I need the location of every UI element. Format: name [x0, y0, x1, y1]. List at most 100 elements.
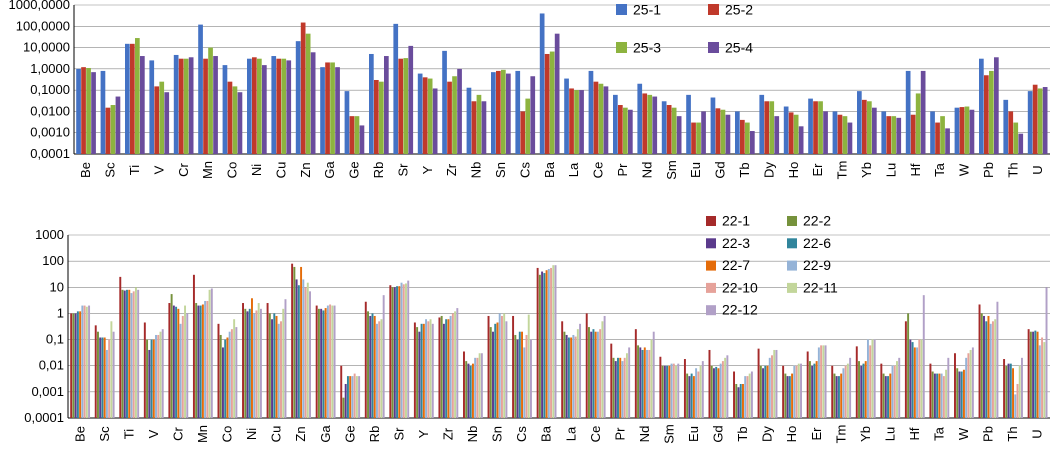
y-tick-label: 0,0100 [30, 103, 70, 118]
bar-25-2-Sn [496, 70, 501, 154]
bar-22-12-Hf [922, 295, 925, 418]
bar-25-1-V [149, 60, 155, 154]
bar-25-4-U [1042, 87, 1048, 154]
bar-22-12-Ce [603, 315, 606, 418]
bar-25-2-Sc [105, 107, 111, 154]
bar-22-11-W [969, 349, 972, 418]
bar-22-1-La [561, 321, 564, 418]
x-tick-label: Y [420, 165, 435, 174]
bar-22-6-Eu [690, 373, 693, 418]
bar-22-7-Pb [987, 315, 990, 418]
bar-22-7-Gd [717, 368, 720, 418]
bar-22-7-Yb [864, 361, 867, 418]
bar-25-2-Dy [764, 101, 770, 154]
bar-25-2-Be [81, 67, 86, 154]
bar-22-10-Y [427, 321, 430, 418]
bar-22-1-Sc [94, 325, 97, 418]
bar-25-3-U [1037, 88, 1043, 154]
bar-22-3-Co [221, 347, 224, 418]
bar-25-4-Ni [262, 65, 267, 154]
bar-22-12-Ti [137, 289, 140, 418]
x-tick-label: W [957, 163, 972, 176]
bar-22-10-Cr [181, 315, 184, 418]
bar-25-3-Pb [989, 70, 994, 154]
bar-22-3-V [148, 349, 151, 418]
bar-25-2-Nb [471, 101, 477, 154]
legend-item-25-2: 25-2 [708, 2, 753, 18]
legend-item-22-11: 22-11 [787, 279, 838, 295]
bar-22-10-Zr [451, 313, 454, 418]
bar-25-4-Ho [798, 126, 804, 154]
x-tick-label: Be [78, 162, 93, 178]
bar-22-3-Th [1007, 363, 1010, 418]
bar-22-9-Ge [351, 376, 354, 418]
bar-25-1-Sn [491, 72, 496, 154]
bar-22-9-Sr [400, 282, 403, 418]
bar-22-6-Yb [862, 363, 865, 418]
legend-swatch [706, 305, 716, 316]
bar-25-2-Ni [252, 57, 257, 154]
bar-22-3-Mn [197, 305, 200, 418]
bar-22-6-W [960, 371, 963, 418]
bar-22-9-Zn [302, 279, 305, 418]
bar-22-12-Nd [652, 331, 655, 418]
bar-22-11-Tb [748, 373, 751, 418]
bar-22-11-Cr [184, 305, 187, 418]
bar-22-10-Pb [991, 321, 994, 418]
bar-22-11-Zr [454, 311, 457, 418]
bar-22-2-Y [416, 327, 419, 418]
bar-22-11-Nb [478, 353, 481, 418]
bar-25-2-Zn [300, 22, 306, 154]
bar-22-7-Nb [471, 363, 474, 418]
bar-22-9-Hf [916, 347, 919, 418]
bar-25-3-Be [86, 67, 91, 154]
bar-25-4-Ti [140, 56, 145, 154]
bar-25-2-Co [227, 81, 233, 154]
bar-22-6-Sc [101, 337, 104, 418]
bar-22-7-Ge [349, 376, 352, 418]
bar-22-9-Zr [449, 315, 452, 418]
x-tick-label: Rb [371, 162, 386, 179]
bar-22-1-Pr [610, 343, 613, 418]
bar-22-9-Rb [375, 323, 378, 418]
bar-25-2-Sr [398, 58, 404, 155]
bar-25-2-Hf [910, 114, 916, 154]
bar-25-3-Sn [501, 69, 506, 154]
legend-label: 22-7 [722, 257, 750, 273]
bar-22-3-Ho [786, 376, 789, 418]
bar-22-10-Ni [255, 310, 258, 418]
bar-22-7-Zn [300, 266, 303, 418]
bar-25-4-Nb [481, 101, 487, 154]
x-tick-label: Cs [517, 162, 532, 178]
bar-22-6-Tb [739, 383, 742, 418]
bar-22-12-Th [1021, 357, 1023, 418]
bar-22-9-Cs [523, 347, 526, 418]
bar-22-11-Tm [846, 363, 849, 418]
bar-25-1-Yb [857, 91, 862, 154]
x-tick-label: Ta [932, 426, 947, 441]
legend-label: 22-11 [803, 279, 838, 295]
bar-22-7-Cu [275, 315, 278, 418]
bar-22-9-La [572, 334, 575, 418]
bar-22-11-Yb [871, 339, 874, 418]
x-tick-label: Eu [686, 426, 701, 442]
bar-22-3-Cs [516, 339, 519, 418]
bar-22-11-Ge [355, 376, 358, 418]
bar-25-4-Ge [359, 125, 365, 154]
bar-25-4-Er [823, 111, 828, 154]
bar-22-10-Sc [108, 339, 111, 418]
x-tick-label: Zn [293, 426, 308, 441]
bar-22-6-Sm [666, 365, 669, 418]
bar-22-1-Ni [242, 303, 244, 418]
bar-22-6-Th [1009, 363, 1012, 418]
x-tick-label: Tm [835, 161, 850, 180]
bar-25-4-Ce [603, 86, 609, 154]
bar-22-10-Th [1016, 383, 1019, 418]
bar-22-6-Nb [469, 365, 472, 418]
bar-22-2-Er [808, 361, 811, 418]
bar-25-4-Zn [310, 52, 316, 154]
bar-25-2-Eu [691, 122, 696, 154]
bar-22-6-Be [76, 311, 79, 418]
bar-22-3-Tb [737, 387, 740, 418]
bar-22-10-Dy [771, 355, 773, 418]
